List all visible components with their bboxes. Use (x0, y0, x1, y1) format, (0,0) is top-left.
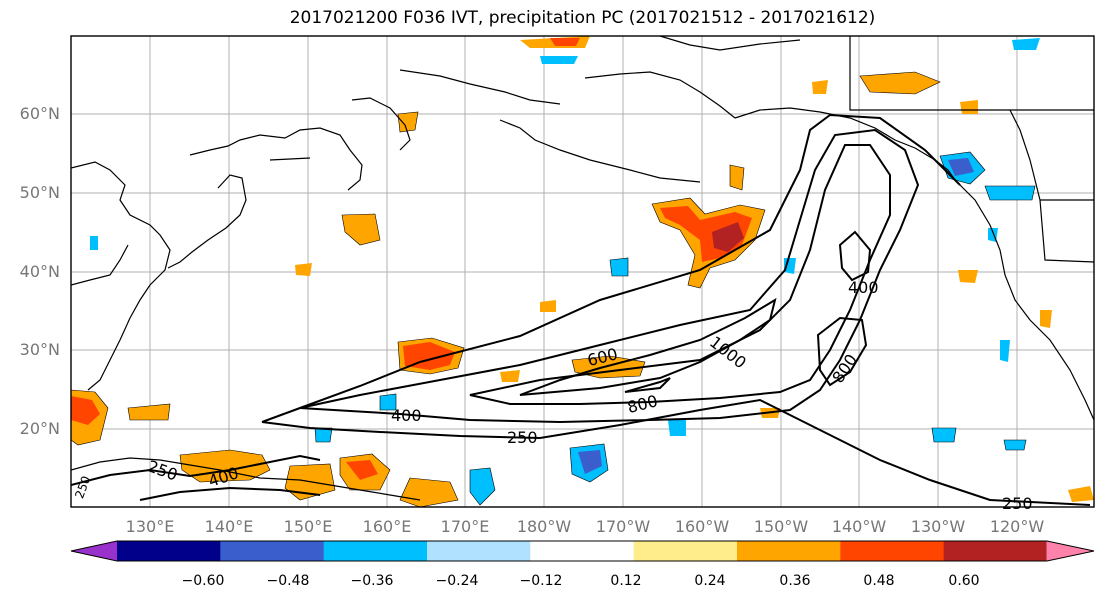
colorbar-tick: 0.48 (863, 573, 895, 589)
ivt-contours (71, 113, 1091, 506)
colorbar-tick: −0.36 (350, 573, 394, 589)
lon-label: 180°W (516, 517, 572, 536)
colorbar-tick: 0.36 (779, 573, 811, 589)
colorbar-segment (633, 541, 738, 561)
colorbar-segment (117, 541, 221, 561)
lon-label: 170°E (440, 517, 490, 536)
lat-label: 30°N (19, 340, 60, 359)
lon-label: 150°E (283, 517, 333, 536)
lon-label: 170°W (595, 517, 651, 536)
contour-label: 250 (507, 428, 538, 447)
colorbar-segment (220, 541, 325, 561)
lat-label: 20°N (19, 419, 60, 438)
lat-label: 60°N (19, 104, 60, 123)
colorbar-segment (840, 541, 945, 561)
colorbar-extend-min (71, 541, 118, 561)
lon-label: 130°E (125, 517, 175, 536)
colorbar (70, 540, 1095, 562)
lon-label: 150°W (753, 517, 809, 536)
lon-label: 130°W (910, 517, 966, 536)
contour-label: 400 (391, 406, 422, 425)
lon-label: 120°W (989, 517, 1045, 536)
lat-label: 40°N (19, 262, 60, 281)
colorbar-segment (323, 541, 428, 561)
precip-negative-blobs (90, 38, 1040, 506)
colorbar-tick: −0.12 (519, 573, 563, 589)
lat-label: 50°N (19, 183, 60, 202)
colorbar-tick: 0.12 (610, 573, 642, 589)
lon-label: 160°W (674, 517, 730, 536)
plot-frame (70, 35, 1095, 508)
lon-label: 140°E (204, 517, 254, 536)
contour-label: 250 (1002, 494, 1033, 513)
lon-label: 140°W (831, 517, 887, 536)
colorbar-segment (530, 541, 635, 561)
colorbar-tick: −0.48 (266, 573, 310, 589)
colorbar-segment (427, 541, 531, 561)
colorbar-extend-max (1046, 541, 1094, 561)
colorbar-segment (943, 541, 1048, 561)
colorbar-tick: −0.60 (181, 573, 225, 589)
colorbar-segment (737, 541, 841, 561)
colorbar-outline (70, 540, 1095, 562)
coastlines (71, 36, 1094, 501)
colorbar-tick: 0.60 (948, 573, 980, 589)
colorbar-tick: 0.24 (694, 573, 726, 589)
map-title: 2017021200 F036 IVT, precipitation PC (2… (289, 8, 876, 28)
lon-label: 160°E (362, 517, 412, 536)
contour-label: 400 (848, 278, 879, 297)
colorbar-tick: −0.24 (435, 573, 479, 589)
